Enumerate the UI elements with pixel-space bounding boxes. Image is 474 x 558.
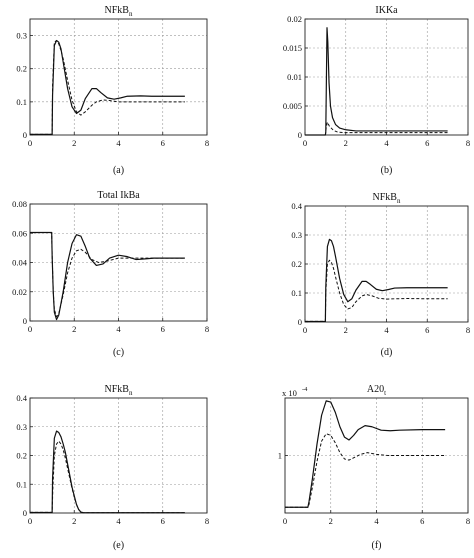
chart-title-subscript: t: [384, 389, 386, 397]
y-tick-label: 0.1: [291, 288, 302, 298]
series-line-dashed: [30, 40, 185, 135]
x-tick-label: 0: [28, 516, 32, 526]
x-tick-label: 6: [161, 138, 165, 148]
x-tick-label: 2: [329, 516, 333, 526]
y-tick-label: 0.02: [12, 287, 27, 297]
x-tick-label: 8: [466, 325, 470, 335]
x-tick-label: 2: [72, 324, 76, 334]
x-tick-label: 6: [420, 516, 424, 526]
x-tick-label: 8: [466, 138, 470, 148]
series-line-solid: [305, 27, 448, 136]
chart-title: Total IkBa: [97, 190, 140, 201]
x-tick-label: 2: [72, 516, 76, 526]
x-tick-label: 8: [205, 138, 209, 148]
chart-panel-a: 0 2 4 6 8 0 0.1 0.2 0.3 NFkBn (a): [16, 5, 209, 176]
x-tick-label: 8: [205, 516, 209, 526]
series-line-solid: [30, 430, 185, 514]
y-tick-label: 0.005: [283, 101, 302, 111]
chart-panel-c: 0 2 4 6 8 0 0.02 0.04 0.06 0.08 Total IkBa (c): [12, 190, 209, 358]
series-line-dashed: [305, 121, 448, 136]
x-tick-label: 4: [374, 516, 379, 526]
x-tick-label: 2: [344, 325, 348, 335]
x-tick-label: 6: [425, 138, 429, 148]
y-tick-label: 0.04: [12, 258, 28, 268]
y-tick-label: 0.2: [16, 451, 27, 461]
y-tick-label: 1: [278, 451, 282, 461]
x-tick-label: 4: [116, 516, 121, 526]
y-tick-label: 0: [23, 316, 27, 326]
y-tick-label: 0.1: [16, 97, 27, 107]
panel-caption: (d): [381, 347, 393, 358]
y-tick-label: 0.2: [291, 259, 302, 269]
panel-caption: (f): [372, 540, 382, 551]
chart-title: A20t: [367, 384, 386, 397]
y-tick-label: 0.2: [16, 64, 27, 74]
series-line-dashed: [305, 259, 448, 322]
y-tick-label: 0.01: [287, 72, 302, 82]
x-tick-label: 6: [161, 324, 165, 334]
chart-title-subscript: n: [397, 197, 401, 205]
y-tick-label: 0.3: [16, 31, 27, 41]
x-tick-label: 2: [344, 138, 348, 148]
series-line-solid: [30, 231, 185, 321]
y-tick-label: 0.4: [16, 393, 27, 403]
x-tick-label: 4: [384, 138, 389, 148]
y-tick-label: 0.3: [291, 230, 302, 240]
x-tick-label: 8: [205, 324, 209, 334]
x-tick-label: 6: [161, 516, 165, 526]
x-tick-label: 0: [28, 138, 32, 148]
y-tick-label: 0: [298, 317, 302, 327]
x-tick-label: 0: [28, 324, 32, 334]
y-tick-label: 0.08: [12, 199, 27, 209]
y-tick-label: 0: [298, 130, 302, 140]
x-tick-label: 2: [72, 138, 76, 148]
chart-title-subscript: n: [129, 389, 133, 397]
chart-title: NFkBn: [105, 5, 133, 18]
x-tick-label: 0: [303, 138, 307, 148]
chart-panel-f: 0 2 4 6 8 1 x 10 -4 A20t (f): [278, 384, 470, 551]
x-tick-label: 4: [384, 325, 389, 335]
chart-title: NFkBn: [105, 384, 133, 397]
y-tick-label: 0.015: [283, 43, 302, 53]
series-line-dashed: [285, 433, 446, 508]
chart-panel-d: 0 2 4 6 8 0 0.1 0.2 0.3 0.4 NFkBn (d): [291, 192, 470, 358]
y-tick-label: 0: [23, 130, 27, 140]
x-tick-label: 4: [116, 138, 121, 148]
chart-panel-b: 0 2 4 6 8 0 0.005 0.01 0.015 0.02 IKKa (b): [283, 5, 470, 176]
panel-caption: (c): [113, 347, 124, 358]
series-line-dashed: [30, 232, 185, 318]
chart-title: NFkBn: [373, 192, 401, 205]
axis-multiplier-exponent: -4: [302, 386, 308, 393]
x-tick-label: 4: [116, 324, 121, 334]
y-tick-label: 0.1: [16, 479, 27, 489]
y-tick-label: 0.02: [287, 14, 302, 24]
x-tick-label: 0: [283, 516, 287, 526]
series-line-solid: [30, 39, 185, 135]
y-tick-label: 0.3: [16, 422, 27, 432]
x-tick-label: 8: [466, 516, 470, 526]
panel-caption: (e): [113, 540, 124, 551]
panel-caption: (a): [113, 165, 124, 176]
axis-multiplier: x 10: [282, 388, 297, 398]
panel-caption: (b): [381, 165, 393, 176]
y-tick-label: 0: [23, 508, 27, 518]
y-tick-label: 0.4: [291, 201, 302, 211]
chart-title-subscript: n: [129, 10, 133, 18]
chart-panel-e: 0 2 4 6 8 0 0.1 0.2 0.3 0.4 NFkBn (e): [16, 384, 209, 551]
x-tick-label: 0: [303, 325, 307, 335]
x-tick-label: 6: [425, 325, 429, 335]
chart-title: IKKa: [375, 5, 398, 16]
series-line-solid: [285, 400, 446, 508]
series-line-solid: [305, 238, 448, 323]
y-tick-label: 0.06: [12, 228, 27, 238]
